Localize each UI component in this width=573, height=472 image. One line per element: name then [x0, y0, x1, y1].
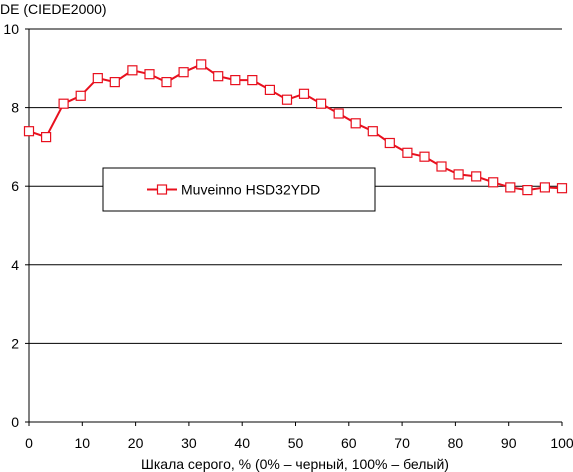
data-point-18 [333, 108, 344, 119]
y-tick-label-4: 8 [11, 100, 19, 116]
data-point-24 [436, 161, 447, 172]
data-point-27 [488, 177, 499, 188]
data-point-16 [298, 88, 310, 99]
data-point-30 [539, 182, 551, 193]
x-tick-label-9: 90 [501, 435, 517, 451]
data-point-2 [58, 98, 69, 109]
axes [25, 28, 563, 426]
series-layer [23, 59, 568, 196]
y-tick-label-2: 4 [11, 257, 19, 273]
data-point-15 [281, 94, 293, 105]
x-tick-label-10: 100 [550, 435, 573, 451]
data-point-7 [144, 69, 155, 80]
data-point-25 [453, 169, 464, 180]
y-tick-label-3: 6 [11, 178, 19, 194]
data-point-10 [196, 59, 207, 70]
data-point-5 [109, 76, 120, 88]
data-point-13 [247, 74, 258, 86]
x-tick-label-0: 0 [25, 435, 33, 451]
data-point-17 [316, 98, 327, 109]
data-point-23 [419, 151, 430, 162]
x-tick-label-1: 10 [75, 435, 91, 451]
y-tick-label-5: 10 [3, 21, 19, 37]
data-point-31 [556, 183, 568, 194]
x-tick-label-5: 50 [288, 435, 304, 451]
data-point-4 [92, 72, 103, 84]
data-point-14 [264, 84, 275, 96]
legend: Muveinno HSD32YDD [102, 167, 376, 212]
data-point-22 [402, 147, 413, 158]
x-tick-label-2: 20 [128, 435, 144, 451]
data-point-28 [505, 182, 516, 193]
plot-background [29, 29, 562, 422]
data-point-26 [471, 171, 482, 182]
legend-marker-swatch [156, 184, 168, 195]
data-point-12 [230, 74, 241, 86]
x-axis-label: Шкала серого, % (0% – черный, 100% – бел… [141, 456, 449, 472]
data-point-9 [178, 67, 189, 78]
y-tick-label-0: 0 [11, 414, 19, 430]
x-tick-label-6: 60 [341, 435, 357, 451]
x-tick-label-4: 40 [234, 435, 250, 451]
legend-label: Muveinno HSD32YDD [181, 182, 320, 198]
y-axis-label: DE (CIEDE2000) [0, 1, 107, 17]
data-point-1 [40, 132, 52, 143]
data-point-19 [350, 118, 361, 129]
y-tick-label-1: 2 [11, 335, 19, 351]
data-point-21 [384, 137, 395, 149]
x-tick-label-3: 30 [181, 435, 197, 451]
x-tick-label-8: 80 [448, 435, 464, 451]
data-point-0 [23, 126, 35, 137]
data-point-11 [213, 71, 224, 82]
x-tick-label-7: 70 [394, 435, 410, 451]
data-point-3 [75, 90, 86, 101]
data-point-8 [161, 76, 172, 88]
data-point-29 [522, 185, 533, 196]
data-point-20 [367, 126, 378, 137]
data-point-6 [127, 65, 138, 76]
